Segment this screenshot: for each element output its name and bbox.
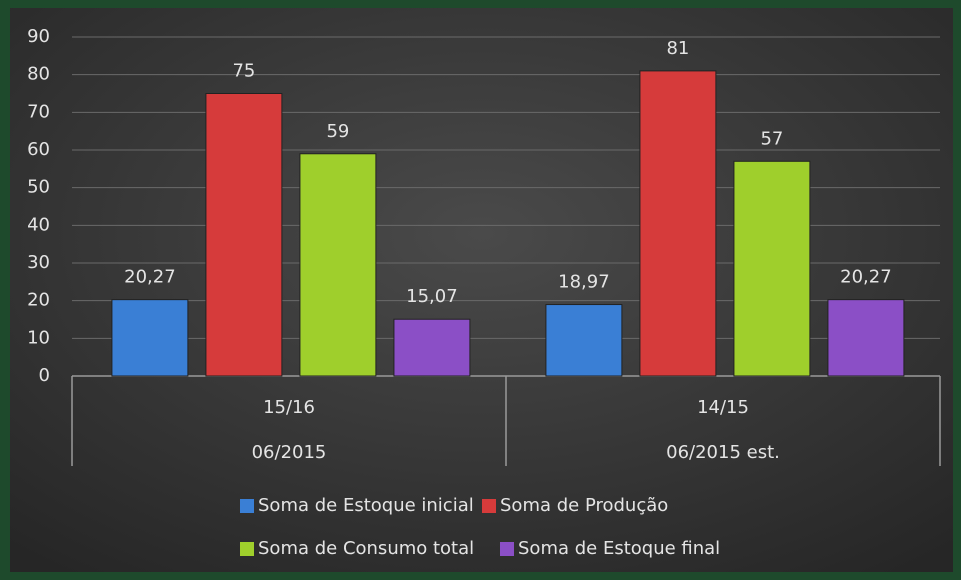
legend-swatch — [240, 499, 254, 513]
y-tick-label: 70 — [27, 101, 50, 122]
bar — [299, 153, 377, 377]
chart-area — [10, 8, 953, 572]
data-label: 57 — [760, 128, 783, 149]
bar — [733, 160, 811, 377]
x-group-label: 06/2015 est. — [666, 442, 780, 463]
data-label: 59 — [326, 121, 349, 142]
y-tick-label: 50 — [27, 177, 50, 198]
bar — [827, 299, 905, 377]
y-tick-label: 30 — [27, 252, 50, 273]
x-group-label: 06/2015 — [252, 442, 327, 463]
legend-label: Soma de Consumo total — [258, 538, 474, 559]
legend-swatch — [500, 542, 514, 556]
y-tick-label: 20 — [27, 290, 50, 311]
y-tick-label: 60 — [27, 139, 50, 160]
y-tick-label: 0 — [39, 365, 50, 386]
bar — [639, 70, 717, 377]
legend-label: Soma de Estoque inicial — [258, 495, 474, 516]
bar — [205, 93, 283, 377]
data-label: 15,07 — [406, 286, 458, 307]
data-label: 20,27 — [840, 267, 892, 288]
data-label: 18,97 — [558, 272, 610, 293]
data-label: 81 — [666, 38, 689, 59]
bar — [111, 299, 189, 377]
y-tick-label: 10 — [27, 327, 50, 348]
legend-swatch — [482, 499, 496, 513]
legend-swatch — [240, 542, 254, 556]
bar — [545, 304, 623, 377]
legend-label: Soma de Produção — [500, 495, 668, 516]
y-tick-label: 90 — [27, 26, 50, 47]
data-label: 20,27 — [124, 267, 176, 288]
x-tick-label: 15/16 — [263, 397, 315, 418]
bar — [393, 318, 471, 377]
legend-label: Soma de Estoque final — [518, 538, 720, 559]
y-tick-label: 80 — [27, 64, 50, 85]
x-tick-label: 14/15 — [697, 397, 749, 418]
y-tick-label: 40 — [27, 214, 50, 235]
data-label: 75 — [232, 61, 255, 82]
